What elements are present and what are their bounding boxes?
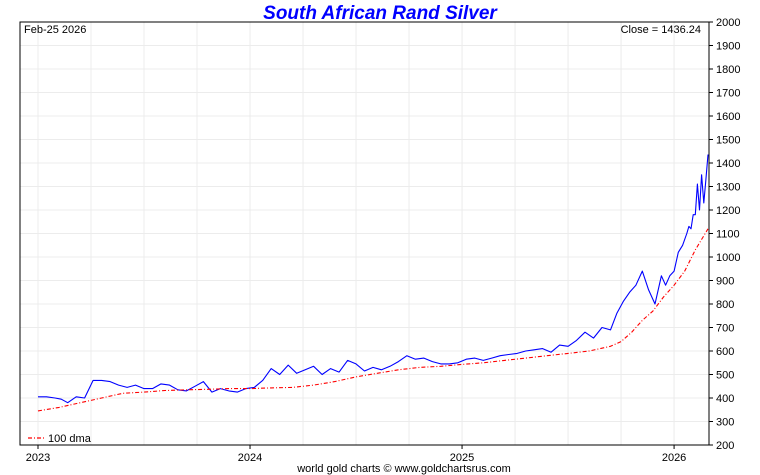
y-tick-label: 700 bbox=[716, 323, 734, 335]
series-group bbox=[37, 154, 709, 412]
y-tick-label: 1200 bbox=[716, 205, 740, 217]
x-axis: 2023 2024 2025 2026 bbox=[26, 445, 686, 464]
x-tick-label: 2025 bbox=[450, 452, 474, 464]
y-tick-label: 200 bbox=[716, 440, 734, 452]
close-label: Close = 1436.24 bbox=[621, 24, 701, 36]
gridlines bbox=[20, 21, 709, 446]
footer-credit: world gold charts © www.goldchartsrus.co… bbox=[296, 463, 511, 475]
y-tick-label: 2000 bbox=[716, 17, 740, 29]
legend: 100 dma bbox=[28, 433, 92, 445]
y-tick-label: 300 bbox=[716, 417, 734, 429]
y-tick-label: 1300 bbox=[716, 182, 740, 194]
series-line-100-dma bbox=[37, 228, 709, 412]
y-tick-label: 1700 bbox=[716, 88, 740, 100]
y-tick-label: 800 bbox=[716, 299, 734, 311]
y-tick-label: 1600 bbox=[716, 111, 740, 123]
chart-title: South African Rand Silver bbox=[263, 3, 498, 24]
y-tick-label: 1100 bbox=[716, 229, 740, 241]
y-tick-label: 600 bbox=[716, 346, 734, 358]
series-line-price bbox=[38, 154, 709, 404]
y-tick-label: 1500 bbox=[716, 135, 740, 147]
date-label: Feb-25 2026 bbox=[24, 24, 86, 36]
x-tick-label: 2023 bbox=[26, 452, 50, 464]
y-tick-label: 500 bbox=[716, 370, 734, 382]
legend-dma-label: 100 dma bbox=[48, 433, 92, 445]
y-tick-label: 1000 bbox=[716, 252, 740, 264]
y-tick-label: 900 bbox=[716, 276, 734, 288]
x-tick-label: 2026 bbox=[662, 452, 686, 464]
y-tick-label: 1400 bbox=[716, 158, 740, 170]
y-tick-label: 1900 bbox=[716, 41, 740, 53]
y-tick-label: 1800 bbox=[716, 64, 740, 76]
x-tick-label: 2024 bbox=[238, 452, 262, 464]
y-axis: 200 300 400 500 600 700 800 900 1000 1100 1200 1300… bbox=[709, 17, 740, 452]
y-tick-label: 400 bbox=[716, 393, 734, 405]
